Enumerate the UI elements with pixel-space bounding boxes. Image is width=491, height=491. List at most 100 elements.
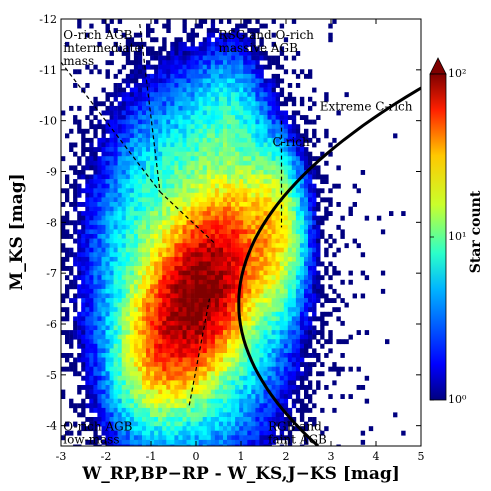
heatmap-cell (182, 417, 187, 422)
heatmap-cell (295, 330, 301, 335)
heatmap-cell (154, 398, 159, 404)
heatmap-cell (198, 348, 203, 354)
heatmap-cell (299, 407, 305, 413)
heatmap-cell (142, 430, 147, 436)
heatmap-cell (109, 170, 114, 175)
heatmap-cell (182, 293, 187, 299)
heatmap-cell (174, 133, 179, 139)
heatmap-cell (77, 334, 82, 340)
heatmap-cell (81, 298, 86, 303)
heatmap-cell (109, 156, 114, 162)
heatmap-cell (271, 202, 276, 207)
heatmap-cell (251, 279, 256, 285)
heatmap-cell (231, 78, 236, 84)
heatmap-cell (263, 147, 268, 152)
heatmap-cell (194, 206, 199, 212)
heatmap-cell (283, 202, 289, 207)
heatmap-cell (73, 298, 78, 303)
heatmap-cell (214, 202, 220, 207)
heatmap-cell (247, 256, 252, 262)
heatmap-cell (186, 238, 191, 244)
heatmap-cell (146, 403, 151, 409)
heatmap-cell (142, 371, 147, 377)
heatmap-cell (312, 224, 317, 230)
heatmap-cell (109, 430, 114, 436)
heatmap-cell (117, 348, 123, 354)
heatmap-cell (190, 266, 195, 271)
heatmap-cell (101, 160, 106, 166)
heatmap-cell (186, 334, 191, 340)
heatmap-cell (279, 421, 285, 427)
heatmap-cell (299, 261, 305, 267)
heatmap-cell (251, 156, 256, 162)
heatmap-cell (271, 41, 276, 47)
heatmap-cell (295, 73, 301, 79)
heatmap-cell (267, 270, 272, 276)
heatmap-cell (97, 362, 102, 367)
heatmap-cell (231, 348, 236, 354)
heatmap-cell (125, 375, 131, 381)
heatmap-cell (291, 288, 297, 294)
heatmap-cell (255, 439, 260, 445)
heatmap-cell (214, 133, 220, 139)
heatmap-cell (308, 417, 313, 422)
heatmap-cell (101, 137, 106, 143)
heatmap-cell (304, 261, 309, 267)
heatmap-cell (267, 119, 272, 125)
heatmap-cell (198, 69, 203, 75)
heatmap-cell (174, 343, 179, 349)
heatmap-cell (214, 302, 220, 308)
heatmap-cell (81, 133, 86, 139)
heatmap-cell (61, 394, 66, 399)
heatmap-cell (235, 343, 240, 349)
heatmap-cell (129, 439, 135, 445)
heatmap-cell (275, 275, 280, 281)
heatmap-cell (223, 261, 228, 267)
heatmap-cell (133, 343, 139, 349)
heatmap-cell (206, 270, 212, 276)
heatmap-cell (93, 206, 98, 212)
heatmap-cell (146, 101, 151, 107)
heatmap-cell (227, 192, 232, 198)
heatmap-cell (137, 426, 143, 432)
heatmap-cell (259, 151, 264, 157)
heatmap-cell (89, 426, 94, 432)
heatmap-cell (263, 197, 268, 203)
heatmap-cell (186, 398, 191, 404)
heatmap-cell (271, 96, 276, 102)
heatmap-cell (267, 64, 272, 70)
heatmap-cell (299, 247, 305, 253)
heatmap-cell (275, 96, 280, 102)
heatmap-cell (166, 444, 171, 446)
heatmap-cell (239, 293, 244, 299)
heatmap-cell (202, 183, 208, 189)
heatmap-cell (308, 170, 313, 175)
heatmap-cell (198, 128, 203, 134)
heatmap-cell (227, 266, 232, 271)
heatmap-cell (105, 151, 110, 157)
heatmap-cell (121, 380, 127, 386)
heatmap-cell (117, 160, 123, 166)
heatmap-cell (214, 279, 220, 285)
heatmap-cell (117, 439, 123, 445)
heatmap-cell (61, 389, 66, 395)
heatmap-cell (255, 293, 260, 299)
heatmap-cell (154, 87, 159, 93)
heatmap-cell (121, 64, 127, 70)
heatmap-cell (101, 188, 106, 194)
heatmap-cell (101, 288, 106, 294)
heatmap-cell (158, 179, 163, 184)
heatmap-cell (291, 243, 297, 249)
heatmap-cell (129, 270, 135, 276)
heatmap-cell (166, 412, 171, 418)
heatmap-cell (146, 426, 151, 432)
heatmap-cell (267, 417, 272, 422)
heatmap-cell (279, 220, 285, 226)
heatmap-cell (65, 311, 70, 317)
heatmap-cell (227, 32, 232, 38)
heatmap-cell (129, 430, 135, 436)
heatmap-cell (271, 371, 276, 377)
heatmap-cell (223, 179, 228, 184)
heatmap-cell (227, 320, 232, 326)
heatmap-cell (178, 444, 183, 446)
